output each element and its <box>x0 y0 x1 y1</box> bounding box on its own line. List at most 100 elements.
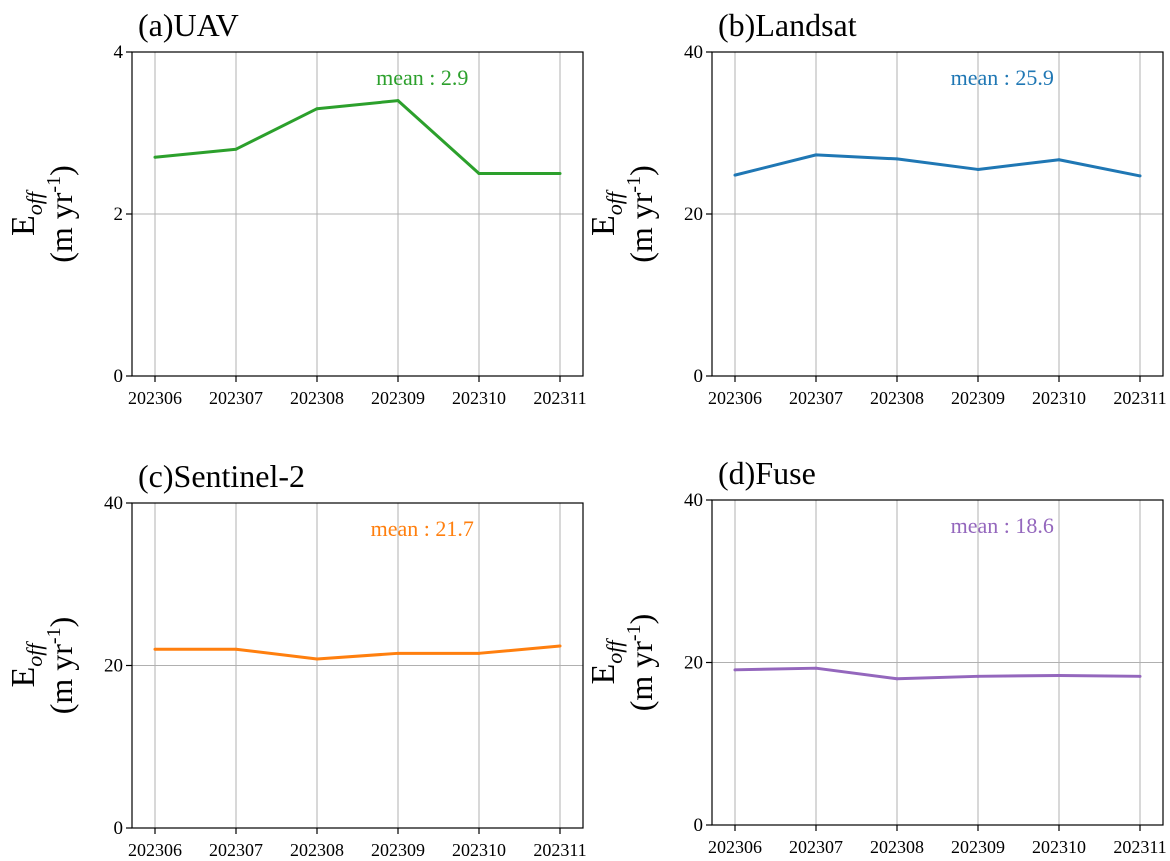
data-point <box>477 651 481 655</box>
series-line <box>154 99 560 175</box>
y-axis-label-subscript: off <box>602 189 627 215</box>
data-point <box>814 153 818 157</box>
y-axis-label-unit: (m yr-1) <box>43 617 79 715</box>
y-axis-label-unit: (m yr-1) <box>623 165 659 263</box>
y-tick-label: 0 <box>694 366 704 387</box>
data-point <box>396 99 400 103</box>
y-axis-label-symbol: Eoff <box>5 641 47 688</box>
chart-panel-4: 0 20 40 202306 202307 202308 202309 202310 20231… <box>585 455 1167 857</box>
chart-title: (d)Fuse <box>718 455 816 491</box>
data-point <box>895 677 899 681</box>
x-tick-label: 202311 <box>1113 388 1166 408</box>
series-line <box>155 644 561 661</box>
x-tick-label: 202307 <box>789 837 843 857</box>
y-axis-label-symbol: Eoff <box>585 638 627 685</box>
x-tick-label: 202309 <box>951 388 1005 408</box>
y-tick-label: 20 <box>684 653 703 674</box>
y-tick-label: 0 <box>114 366 124 387</box>
y-tick-label: 4 <box>114 42 124 63</box>
chart-panel-2: 0 20 40 202306 202307 202308 202309 202310 20231… <box>585 7 1167 408</box>
y-axis-label-main: E <box>585 215 622 236</box>
data-point <box>733 668 737 672</box>
mean-annotation: mean : 25.9 <box>951 65 1054 90</box>
x-tick-label: 202311 <box>533 840 586 860</box>
x-tick-label: 202306 <box>708 837 762 857</box>
data-point <box>153 647 157 651</box>
y-tick-label: 20 <box>684 204 703 225</box>
data-point <box>976 167 980 171</box>
data-point <box>315 107 319 111</box>
series-line <box>734 666 1141 681</box>
x-tick-label: 202307 <box>209 840 263 860</box>
x-tick-label: 202307 <box>209 388 263 408</box>
data-point <box>153 155 157 159</box>
x-tick-label: 202308 <box>290 388 344 408</box>
data-point <box>234 147 238 151</box>
y-axis-unit-prefix: (m yr <box>623 641 659 712</box>
y-axis-label-symbol: Eoff <box>585 189 627 236</box>
y-axis-unit-prefix: (m yr <box>623 192 659 263</box>
data-point <box>558 172 562 175</box>
chart-panel-1: 0 2 4 202306 202307 202308 202309 202310 202311 (… <box>5 7 587 408</box>
y-axis-label-subscript: off <box>22 189 47 215</box>
data-point <box>1138 674 1142 678</box>
x-tick-label: 202308 <box>870 388 924 408</box>
x-tick-label: 202310 <box>1032 388 1086 408</box>
y-tick-label: 40 <box>104 493 123 514</box>
data-point <box>396 651 400 655</box>
x-tick-label: 202306 <box>128 840 182 860</box>
y-axis-unit-prefix: (m yr <box>43 192 79 263</box>
y-axis-unit-exponent: -1 <box>623 176 645 193</box>
y-axis-unit-exponent: -1 <box>43 176 65 193</box>
x-tick-label: 202309 <box>951 837 1005 857</box>
chart-panel-3: 0 20 40 202306 202307 202308 202309 202310 20231… <box>5 458 587 860</box>
y-tick-label: 40 <box>684 42 703 63</box>
y-tick-label: 40 <box>684 490 703 511</box>
data-point <box>558 644 562 648</box>
chart-title: (c)Sentinel-2 <box>138 458 305 494</box>
y-axis-unit-prefix: (m yr <box>43 644 79 715</box>
data-point <box>477 172 481 175</box>
y-axis-unit-suffix: ) <box>623 614 659 625</box>
y-axis-label-subscript: off <box>602 638 627 664</box>
x-tick-label: 202306 <box>708 388 762 408</box>
x-tick-label: 202308 <box>290 840 344 860</box>
data-point <box>315 657 319 661</box>
y-tick-label: 0 <box>694 815 704 836</box>
y-axis-label-unit: (m yr-1) <box>43 165 79 263</box>
y-axis-unit-exponent: -1 <box>623 624 645 641</box>
mean-annotation: mean : 2.9 <box>376 65 468 90</box>
data-point <box>1057 674 1061 677</box>
y-axis-unit-suffix: ) <box>623 165 659 176</box>
y-axis-label-main: E <box>5 667 42 688</box>
y-axis-label-main: E <box>585 664 622 685</box>
y-axis-label-unit: (m yr-1) <box>623 614 659 712</box>
data-point <box>234 647 238 651</box>
x-tick-label: 202311 <box>1113 837 1166 857</box>
data-point <box>895 157 899 161</box>
data-point <box>733 173 737 177</box>
y-axis-unit-suffix: ) <box>43 165 79 176</box>
y-axis-unit-exponent: -1 <box>43 627 65 644</box>
data-point <box>1138 174 1142 178</box>
x-tick-label: 202308 <box>870 837 924 857</box>
x-tick-label: 202307 <box>789 388 843 408</box>
y-axis-label-symbol: Eoff <box>5 189 47 236</box>
mean-annotation: mean : 21.7 <box>371 516 474 541</box>
x-tick-label: 202306 <box>128 388 182 408</box>
x-tick-label: 202309 <box>371 388 425 408</box>
data-point <box>976 674 980 678</box>
x-tick-label: 202309 <box>371 840 425 860</box>
series-line <box>734 153 1141 178</box>
y-tick-label: 0 <box>114 818 124 839</box>
x-tick-label: 202311 <box>533 388 586 408</box>
y-tick-label: 20 <box>104 656 123 677</box>
y-axis-unit-suffix: ) <box>43 617 79 628</box>
y-tick-label: 2 <box>114 204 124 225</box>
chart-title: (b)Landsat <box>718 7 857 43</box>
y-axis-label-subscript: off <box>22 641 47 667</box>
chart-title: (a)UAV <box>138 7 239 43</box>
x-tick-label: 202310 <box>452 840 506 860</box>
data-point <box>814 666 818 670</box>
